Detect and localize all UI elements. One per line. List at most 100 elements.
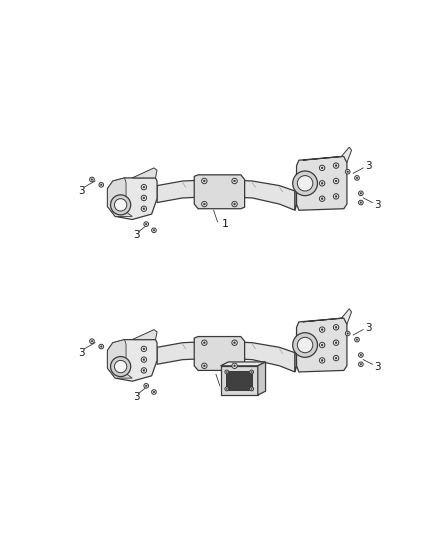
Circle shape bbox=[141, 184, 147, 190]
Circle shape bbox=[297, 175, 313, 191]
Circle shape bbox=[360, 192, 362, 194]
Circle shape bbox=[225, 370, 229, 374]
Circle shape bbox=[319, 342, 325, 348]
Circle shape bbox=[251, 388, 252, 390]
Circle shape bbox=[335, 357, 337, 359]
Polygon shape bbox=[221, 366, 258, 395]
Circle shape bbox=[333, 179, 339, 184]
Circle shape bbox=[359, 200, 363, 205]
Circle shape bbox=[203, 203, 205, 205]
Circle shape bbox=[141, 368, 147, 373]
Circle shape bbox=[321, 182, 323, 184]
Circle shape bbox=[201, 201, 207, 207]
Circle shape bbox=[114, 199, 127, 211]
Circle shape bbox=[321, 198, 323, 200]
Polygon shape bbox=[157, 341, 295, 372]
Circle shape bbox=[319, 165, 325, 171]
Polygon shape bbox=[258, 362, 265, 395]
Circle shape bbox=[355, 337, 359, 342]
Circle shape bbox=[141, 346, 147, 352]
Circle shape bbox=[319, 358, 325, 363]
Polygon shape bbox=[107, 178, 157, 220]
Text: 3: 3 bbox=[133, 392, 139, 401]
Text: 1: 1 bbox=[221, 219, 228, 229]
Circle shape bbox=[143, 186, 145, 188]
Circle shape bbox=[319, 181, 325, 186]
Circle shape bbox=[153, 230, 155, 231]
Circle shape bbox=[250, 370, 254, 374]
Circle shape bbox=[321, 344, 323, 346]
Circle shape bbox=[355, 175, 359, 180]
Circle shape bbox=[360, 354, 362, 356]
Circle shape bbox=[347, 171, 349, 173]
Circle shape bbox=[144, 222, 148, 227]
Circle shape bbox=[114, 360, 127, 373]
Circle shape bbox=[335, 342, 337, 344]
Circle shape bbox=[203, 365, 205, 367]
Circle shape bbox=[321, 359, 323, 361]
Text: 3: 3 bbox=[365, 161, 371, 172]
Circle shape bbox=[90, 339, 94, 343]
Circle shape bbox=[225, 387, 229, 391]
Circle shape bbox=[333, 356, 339, 361]
Circle shape bbox=[91, 341, 93, 342]
Text: 3: 3 bbox=[374, 361, 381, 372]
Circle shape bbox=[346, 169, 350, 174]
Text: 2: 2 bbox=[224, 384, 231, 394]
Polygon shape bbox=[107, 178, 132, 216]
Circle shape bbox=[201, 179, 207, 184]
Polygon shape bbox=[297, 156, 347, 210]
Circle shape bbox=[321, 167, 323, 169]
Circle shape bbox=[233, 203, 236, 205]
Circle shape bbox=[110, 357, 131, 377]
Text: 3: 3 bbox=[365, 323, 371, 333]
Circle shape bbox=[232, 363, 237, 368]
Circle shape bbox=[145, 223, 147, 225]
Circle shape bbox=[233, 180, 236, 182]
Polygon shape bbox=[297, 318, 347, 372]
Circle shape bbox=[251, 372, 252, 373]
Circle shape bbox=[335, 196, 337, 197]
Polygon shape bbox=[226, 371, 252, 390]
Polygon shape bbox=[221, 362, 265, 366]
Circle shape bbox=[203, 342, 205, 344]
Circle shape bbox=[99, 182, 103, 187]
Polygon shape bbox=[295, 334, 299, 372]
Circle shape bbox=[319, 196, 325, 201]
Circle shape bbox=[333, 325, 339, 330]
Circle shape bbox=[360, 202, 362, 204]
Circle shape bbox=[346, 331, 350, 336]
Circle shape bbox=[293, 333, 318, 357]
Circle shape bbox=[226, 372, 227, 373]
Polygon shape bbox=[303, 309, 352, 324]
Circle shape bbox=[141, 195, 147, 200]
Circle shape bbox=[360, 364, 362, 365]
Circle shape bbox=[232, 201, 237, 207]
Circle shape bbox=[99, 344, 103, 349]
Circle shape bbox=[321, 329, 323, 330]
Polygon shape bbox=[107, 340, 157, 381]
Circle shape bbox=[226, 388, 227, 390]
Circle shape bbox=[143, 359, 145, 361]
Circle shape bbox=[152, 390, 156, 394]
Circle shape bbox=[232, 340, 237, 345]
Circle shape bbox=[203, 180, 205, 182]
Circle shape bbox=[152, 228, 156, 232]
Text: 3: 3 bbox=[78, 186, 85, 196]
Circle shape bbox=[333, 163, 339, 168]
Polygon shape bbox=[295, 172, 299, 210]
Circle shape bbox=[201, 340, 207, 345]
Circle shape bbox=[144, 384, 148, 388]
Circle shape bbox=[359, 353, 363, 357]
Circle shape bbox=[333, 340, 339, 345]
Circle shape bbox=[141, 206, 147, 212]
Circle shape bbox=[319, 327, 325, 332]
Text: 3: 3 bbox=[78, 348, 85, 358]
Circle shape bbox=[143, 197, 145, 199]
Circle shape bbox=[143, 369, 145, 372]
Circle shape bbox=[293, 171, 318, 196]
Circle shape bbox=[335, 326, 337, 328]
Polygon shape bbox=[107, 340, 132, 378]
Circle shape bbox=[90, 177, 94, 182]
Circle shape bbox=[110, 195, 131, 215]
